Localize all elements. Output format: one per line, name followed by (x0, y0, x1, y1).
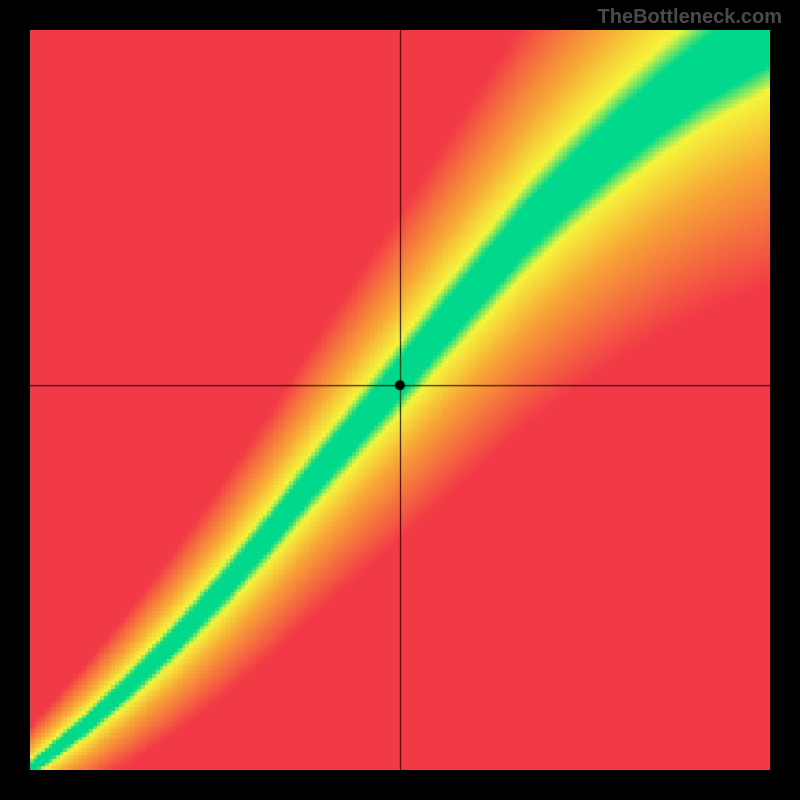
watermark-text: TheBottleneck.com (598, 6, 782, 29)
chart-area (30, 30, 770, 770)
heatmap-canvas (30, 30, 770, 770)
